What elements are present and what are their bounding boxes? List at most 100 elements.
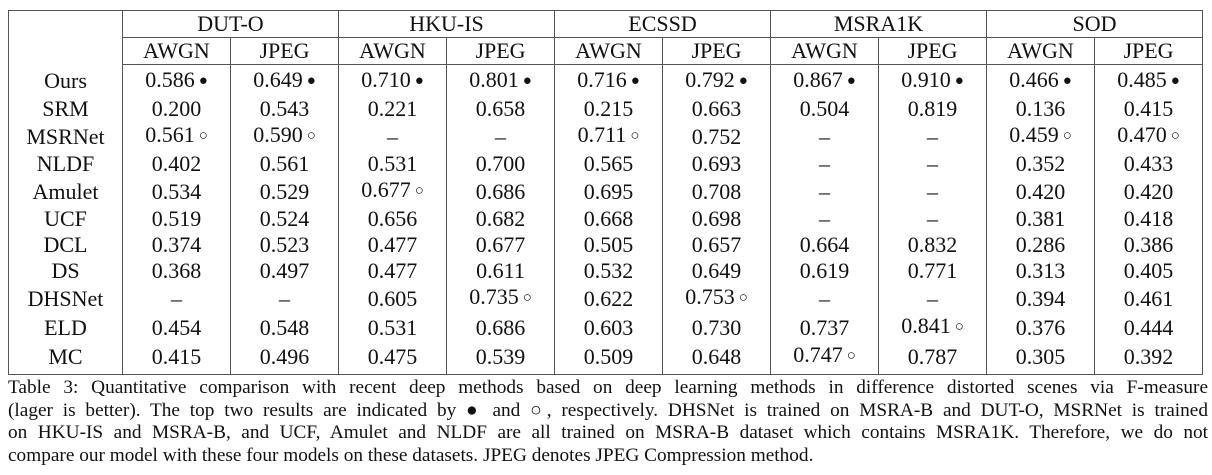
score-cell: 0.136 [986,96,1095,122]
score-cell: 0.524 [230,206,339,232]
best-marker-icon: ● [414,73,424,89]
score-value: 0.221 [367,96,418,121]
score-cell: 0.658 [446,96,555,122]
score-value: 0.677 [475,232,526,257]
score-value: 0.711 [577,122,627,147]
score-cell: – [122,284,231,313]
score-cell: 0.605 [338,284,447,313]
score-value: 0.305 [1015,343,1066,369]
subheader-awgn: AWGN [986,37,1095,65]
score-cell: 0.386 [1094,232,1203,258]
score-cell: – [878,151,987,177]
score-cell: 0.561 ○ [122,122,231,151]
score-cell: 0.737 [770,313,879,342]
score-value: 0.539 [475,343,526,369]
score-value: 0.686 [475,178,526,204]
score-cell: 0.698 [662,206,771,232]
score-cell: 0.504 [770,96,879,122]
score-cell: 0.420 [1094,177,1203,206]
score-value: – [387,123,398,149]
score-cell: 0.792 ● [662,64,771,96]
score-cell: 0.730 [662,313,771,342]
score-cell: 0.415 [1094,96,1203,122]
score-value: 0.433 [1123,151,1174,176]
score-value: 0.477 [367,258,418,283]
score-cell: 0.454 [122,313,231,342]
score-cell: 0.505 [554,232,663,258]
score-cell: 0.531 [338,313,447,342]
score-value: – [927,123,938,149]
score-cell: 0.420 [986,177,1095,206]
score-cell: 0.496 [230,342,339,375]
score-value: – [927,151,938,176]
score-value: 0.543 [259,96,310,121]
score-cell: 0.470 ○ [1094,122,1203,151]
score-cell: 0.710 ● [338,64,447,96]
subheader-awgn: AWGN [554,37,663,65]
score-cell: 0.611 [446,258,555,284]
score-value: 0.466 [1009,67,1059,92]
score-value: 0.611 [476,258,525,283]
score-value: 0.519 [151,206,202,231]
score-value: 0.752 [691,123,742,149]
score-cell: 0.433 [1094,151,1203,177]
score-value: 0.136 [1015,96,1066,121]
score-cell: 0.677 [446,232,555,258]
best-marker-icon: ● [198,73,208,89]
score-cell: – [770,122,879,151]
score-value: – [927,285,938,311]
score-cell: 0.418 [1094,206,1203,232]
method-header-cell [9,11,123,65]
score-cell: 0.376 [986,313,1095,342]
score-cell: 0.752 [662,122,771,151]
score-cell: 0.819 [878,96,987,122]
score-value: – [819,123,830,149]
score-value: 0.496 [259,343,310,369]
score-cell: 0.405 [1094,258,1203,284]
second-best-marker-icon: ○ [630,128,640,144]
score-value: – [819,151,830,176]
table-row: MC 0.415 0.496 0.475 0.539 0.509 0.648 0.747 ○ 0.… [9,342,1203,375]
score-value: 0.590 [253,122,303,147]
score-cell: 0.352 [986,151,1095,177]
score-cell: 0.497 [230,258,339,284]
method-name: NLDF [36,151,95,176]
score-cell: 0.539 [446,342,555,375]
second-best-marker-icon: ○ [954,319,964,335]
score-cell: 0.735 ○ [446,284,555,313]
score-value: 0.386 [1123,232,1174,257]
score-cell: 0.286 [986,232,1095,258]
score-value: 0.405 [1123,258,1174,283]
score-cell: – [770,284,879,313]
score-cell: – [878,206,987,232]
method-name: UCF [44,206,87,231]
score-cell: 0.548 [230,313,339,342]
score-cell: 0.693 [662,151,771,177]
score-value: 0.619 [799,258,850,283]
score-cell: – [230,284,339,313]
score-cell: 0.415 [122,342,231,375]
table-row: Ours 0.586 ● 0.649 ● 0.710 ● 0.801 ● 0.716 ● 0.792 ●… [9,64,1203,96]
score-value: 0.392 [1123,343,1174,369]
score-value: 0.710 [361,67,411,92]
score-value: 0.664 [799,232,850,257]
score-value: 0.565 [583,151,634,176]
score-cell: 0.711 ○ [554,122,663,151]
best-marker-icon: ● [738,73,748,89]
subheader-jpeg: JPEG [878,37,987,65]
score-cell: 0.200 [122,96,231,122]
caption-line: (lager is better). The top two results a… [8,399,1208,421]
score-cell: 0.523 [230,232,339,258]
method-name: MSRNet [26,123,105,149]
score-cell: 0.590 ○ [230,122,339,151]
table-row: MSRNet 0.561 ○ 0.590 ○ – –0.711 ○ 0.752– –0.459 ○ 0… [9,122,1203,151]
score-value: 0.586 [145,67,195,92]
score-cell: 0.663 [662,96,771,122]
dataset-header-sod: SOD [986,10,1203,38]
score-value: 0.677 [361,177,411,202]
distortion-header-row: AWGN JPEG AWGN JPEG AWGN JPEG AWGN JPEG AWGN JPEG [9,37,1203,65]
score-value: 0.497 [259,258,310,283]
score-value: 0.656 [367,206,418,231]
score-value: – [819,285,830,311]
score-cell: 0.668 [554,206,663,232]
